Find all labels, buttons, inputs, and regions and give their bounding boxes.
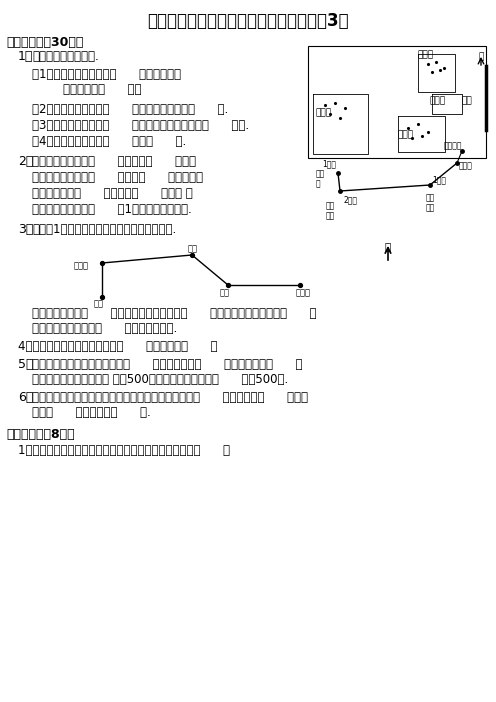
Text: 东方
医院: 东方 医院: [426, 193, 435, 213]
Text: 动物馆: 动物馆: [418, 50, 434, 59]
Text: 1千米: 1千米: [322, 159, 336, 168]
Text: （2）人工湖的西面是（      ）人工湖的东面是（      ）.: （2）人工湖的西面是（ ）人工湖的东面是（ ）.: [32, 103, 228, 116]
Text: 下面是公园的示意图.: 下面是公园的示意图.: [32, 50, 99, 63]
Text: 学校: 学校: [94, 299, 104, 308]
Text: 广场: 广场: [220, 288, 230, 297]
Text: 方．如果你在学校向西北 走了500米，回来时你应该向（      ）走500米.: 方．如果你在学校向西北 走了500米，回来时你应该向（ ）走500米.: [32, 373, 288, 386]
Text: 北: 北: [478, 52, 484, 61]
Text: 当你面向北极星，你的后面是（      ）方，左面是（      ）方，右面是（      ）: 当你面向北极星，你的后面是（ ）方，左面是（ ）方，右面是（ ）: [32, 358, 303, 371]
Text: 火车站: 火车站: [296, 288, 311, 297]
Text: 2千米: 2千米: [344, 195, 358, 204]
Text: 公交车从学校向（      ）方走到图书馆．再向（      ）方走到银行，然后向（      ）: 公交车从学校向（ ）方走到图书馆．再向（ ）方走到银行，然后向（ ）: [32, 307, 316, 320]
Text: 镇政府: 镇政府: [459, 161, 473, 170]
Text: 小学三年级数学（上）第三单元测试题（3）: 小学三年级数学（上）第三单元测试题（3）: [147, 12, 349, 30]
Text: 那镇政府，最后向（      ）1千米走到嘉荣超市.: 那镇政府，最后向（ ）1千米走到嘉荣超市.: [32, 203, 192, 216]
Text: 2．: 2．: [18, 155, 33, 168]
Text: 六一
小学: 六一 小学: [326, 201, 335, 220]
Text: 4．早晨起来背对太阳，前面是（      ），后面是（      ）: 4．早晨起来背对太阳，前面是（ ），后面是（ ）: [18, 340, 218, 353]
Text: 我们通常可以这样确定方向，早晨面向太阳，前面是（      ），右面是（      ），后: 我们通常可以这样确定方向，早晨面向太阳，前面是（ ），右面是（ ），后: [32, 391, 308, 404]
Text: 人工湖: 人工湖: [430, 96, 446, 105]
Text: 五星
村: 五星 村: [316, 169, 325, 188]
Text: 图书馆: 图书馆: [74, 261, 89, 270]
Text: 游乐场: 游乐场: [315, 108, 331, 117]
Text: 1千米: 1千米: [432, 175, 446, 184]
Text: 到六一小学，又向（      ）面走（      ）千米到东: 到六一小学，又向（ ）面走（ ）千米到东: [32, 171, 203, 184]
Text: 北: 北: [385, 241, 391, 251]
Text: 面是（      ），左面是（      ）.: 面是（ ），左面是（ ）.: [32, 406, 151, 419]
Text: 二．判断．（8分）: 二．判断．（8分）: [6, 428, 74, 441]
Text: 银行: 银行: [188, 244, 198, 253]
Text: （4）动物馆的南面是（      ）、（      ）.: （4）动物馆的南面是（ ）、（ ）.: [32, 135, 186, 148]
Text: 1．: 1．: [18, 50, 33, 63]
Text: 嘉荣超市: 嘉荣超市: [444, 141, 462, 150]
Text: 大门: 大门: [462, 96, 473, 105]
Text: 一、填空。（30分）: 一、填空。（30分）: [6, 36, 83, 49]
Text: 方走到广场，最后向（      ）方走到火车站.: 方走到广场，最后向（ ）方走到火车站.: [32, 322, 177, 335]
Text: （3）游乐场在大门的（      ）面，大门在游乐场的（      ）面.: （3）游乐场在大门的（ ）面，大门在游乐场的（ ）面.: [32, 119, 249, 132]
Text: （1）动物馆在人工湖的（      ）面，植物园: （1）动物馆在人工湖的（ ）面，植物园: [32, 68, 181, 81]
Text: 李彤从五星村的向（      ）方向走（      ）千米: 李彤从五星村的向（ ）方向走（ ）千米: [32, 155, 196, 168]
Text: 1．我和小丽面对面站立，小丽面向东方，我面向南方．（      ）: 1．我和小丽面对面站立，小丽面向东方，我面向南方．（ ）: [18, 444, 230, 457]
Bar: [308, 46, 486, 158]
Text: 3．: 3．: [18, 223, 33, 236]
Text: 植物园: 植物园: [398, 130, 414, 139]
Text: 6．: 6．: [18, 391, 33, 404]
Text: 5．: 5．: [18, 358, 34, 371]
Text: 方医院．再向（      ）方向走（      ）千米 到: 方医院．再向（ ）方向走（ ）千米 到: [32, 187, 193, 200]
Text: 下图是1路公交车从学校到火车站行驶路程图.: 下图是1路公交车从学校到火车站行驶路程图.: [32, 223, 176, 236]
Text: 在人工湖的（      ）面: 在人工湖的（ ）面: [48, 83, 141, 96]
